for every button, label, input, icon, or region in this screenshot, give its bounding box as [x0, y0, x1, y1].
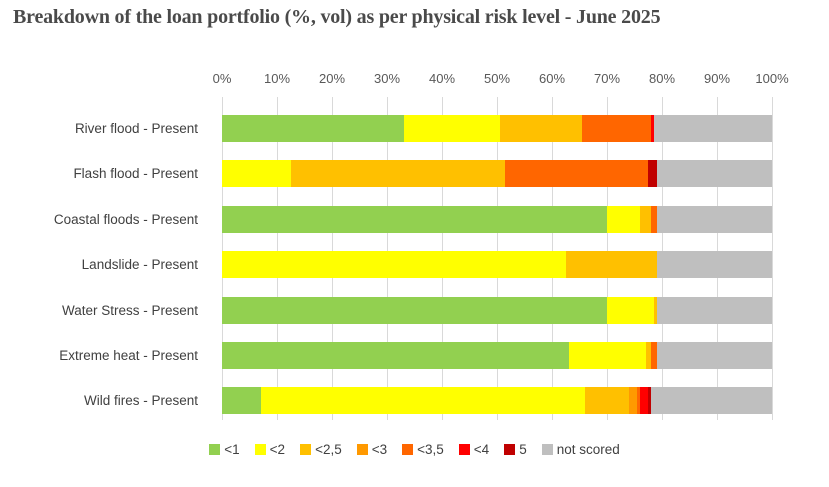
- bar-segment--3-5: [651, 205, 657, 233]
- bar-segment-not-scored: [653, 115, 772, 142]
- bar-row: [222, 296, 772, 324]
- bar-segment--2-5: [585, 387, 629, 415]
- legend-item--2: <2: [254, 442, 286, 457]
- legend-swatch: [504, 444, 516, 455]
- x-axis: 0% 10% 20% 30% 40% 50% 60% 70% 80% 90% 100%: [213, 71, 789, 89]
- legend-swatch: [356, 444, 368, 455]
- bar-segment--2: [568, 342, 646, 369]
- bar-segment--2: [403, 115, 500, 142]
- legend-item-not-scored: not scored: [541, 442, 620, 457]
- bar-row: [222, 387, 772, 415]
- legend-label: <1: [224, 442, 240, 457]
- bar-segment-not-scored: [656, 205, 772, 233]
- x-axis-tick: 30%: [373, 71, 401, 86]
- x-axis-tick: 100%: [755, 71, 789, 86]
- legend: <1 <2 <2,5 <3 <3,5 <4 5 not scored: [0, 442, 829, 457]
- bar-segment--2: [222, 160, 291, 188]
- bar-row: [222, 205, 772, 233]
- bar-segment--1: [222, 387, 261, 415]
- bar-segment--3-5: [651, 342, 657, 369]
- bar-segment--4: [640, 387, 649, 415]
- bar-segment-not-scored: [656, 296, 772, 324]
- bar-segment--4: [651, 115, 654, 142]
- legend-label: <2,5: [315, 442, 342, 457]
- legend-item--3: <3: [356, 442, 388, 457]
- legend-item--1: <1: [209, 442, 240, 457]
- bar-segment-not-scored: [656, 251, 772, 279]
- category-label: Water Stress - Present: [61, 302, 198, 318]
- legend-swatch: [458, 444, 470, 455]
- category-label: Flash flood - Present: [73, 166, 198, 182]
- legend-item--3-5: <3,5: [402, 442, 444, 457]
- legend-label: <2: [269, 442, 286, 457]
- bar-segment--2-5: [499, 115, 583, 142]
- plot-area: [221, 97, 773, 420]
- bar-segment--1: [222, 296, 607, 324]
- x-axis-tick: 10%: [263, 71, 291, 86]
- x-axis-tick: 60%: [538, 71, 566, 86]
- bar-segment--3: [629, 387, 638, 415]
- legend-swatch: [209, 444, 221, 455]
- bar-segment--3-5: [637, 387, 640, 415]
- category-label: Landslide - Present: [81, 257, 198, 273]
- bar-segment--3-5: [582, 115, 651, 142]
- x-axis-tick: 40%: [428, 71, 456, 86]
- legend-swatch: [541, 444, 553, 455]
- bar-segment--2: [607, 205, 640, 233]
- bar-segment-not-scored: [656, 160, 772, 188]
- bar-segment--2: [260, 387, 585, 415]
- bar-segment--2-5: [640, 205, 651, 233]
- bar-segment-not-scored: [651, 387, 772, 415]
- legend-label: <3: [371, 442, 388, 457]
- bar-segment-not-scored: [656, 342, 772, 369]
- category-label: River flood - Present: [74, 121, 198, 136]
- bar-row: [222, 115, 772, 142]
- category-axis: River flood - Present Flash flood - Prese…: [0, 97, 210, 420]
- bar-segment--2: [222, 251, 566, 279]
- legend-label: 5: [519, 442, 527, 457]
- bar-segment--1: [222, 115, 404, 142]
- gridline: [771, 97, 773, 420]
- bar-segment--1: [222, 342, 569, 369]
- x-axis-tick: 80%: [648, 71, 676, 86]
- bar-row: [222, 251, 772, 279]
- bar-segment-5: [648, 160, 657, 188]
- category-label: Wild fires - Present: [83, 393, 198, 409]
- legend-label: <4: [473, 442, 490, 457]
- x-axis-tick: 90%: [703, 71, 731, 86]
- bar-segment--2-5: [290, 160, 506, 188]
- bar-segment--2-5: [645, 342, 651, 369]
- legend-swatch: [402, 444, 414, 455]
- bar-segment--2-5: [653, 296, 657, 324]
- bar-segment-5: [648, 387, 651, 415]
- legend-label: <3,5: [417, 442, 444, 457]
- legend-item--2-5: <2,5: [300, 442, 342, 457]
- legend-item-5: 5: [504, 442, 527, 457]
- bar-segment--3-5: [505, 160, 649, 188]
- bar-segment--2: [607, 296, 654, 324]
- category-label: Extreme heat - Present: [59, 348, 198, 363]
- x-axis-tick: 0%: [212, 71, 232, 86]
- legend-swatch: [300, 444, 312, 455]
- category-label: Coastal floods - Present: [53, 211, 198, 227]
- bar-segment--1: [222, 205, 607, 233]
- x-axis-tick: 50%: [483, 71, 511, 86]
- chart-title: Breakdown of the loan portfolio (%, vol)…: [13, 6, 661, 28]
- x-axis-tick: 20%: [318, 71, 346, 86]
- x-axis-tick: 70%: [593, 71, 621, 86]
- bar-row: [222, 342, 772, 369]
- legend-swatch: [254, 444, 266, 455]
- legend-item--4: <4: [458, 442, 490, 457]
- legend-label: not scored: [556, 442, 620, 457]
- bar-segment--2-5: [565, 251, 657, 279]
- bar-row: [222, 160, 772, 188]
